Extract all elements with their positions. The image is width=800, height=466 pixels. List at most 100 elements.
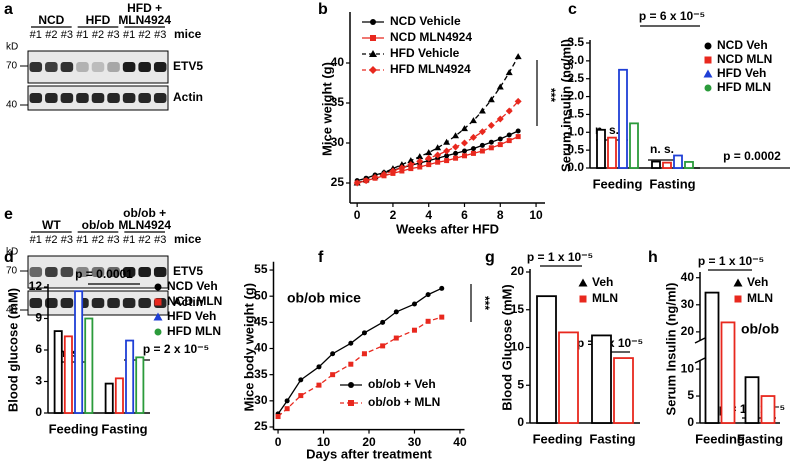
y-tick-label: 30 [254, 393, 268, 407]
y-axis-label: Mice body weight (g) [241, 283, 256, 412]
legend-marker [369, 66, 377, 74]
x-tick-label: 4 [425, 208, 432, 222]
data-point [443, 147, 451, 155]
bar [607, 136, 617, 169]
annotation: p = 2 x 10⁻⁵ [143, 342, 209, 356]
blot-band [107, 62, 120, 72]
blot-band [29, 298, 43, 308]
x-tick-label: 2 [390, 208, 397, 222]
x-tick-label: 10 [317, 435, 331, 449]
data-point [505, 69, 513, 76]
mw-marker: 70 [6, 61, 18, 72]
x-tick-label: Fasting [649, 176, 695, 191]
data-point [497, 142, 503, 148]
y-tick-label: 3.0 [567, 53, 584, 67]
legend-marker [579, 295, 587, 303]
data-point [443, 138, 451, 145]
legend-marker [154, 283, 162, 291]
y-tick-label: 45 [254, 315, 268, 329]
legend-label: NCD MLN [167, 294, 222, 308]
blot-band [60, 93, 74, 103]
bar [125, 339, 135, 414]
legend-marker [154, 298, 162, 306]
data-point [425, 154, 433, 162]
lane-label: #2 [92, 29, 104, 41]
blot-band [91, 298, 105, 308]
data-point [452, 143, 460, 151]
bar [629, 122, 639, 169]
y-tick-label: 25 [254, 419, 268, 433]
data-point [389, 167, 397, 175]
data-point [284, 398, 290, 404]
x-tick-label: Fasting [737, 431, 783, 446]
blot-band [122, 298, 136, 308]
data-point [515, 128, 521, 134]
annotation: p = 0.0001 [75, 267, 133, 281]
series-line [277, 287, 443, 415]
y-tick-label: 20 [681, 324, 695, 338]
y-tick-label: 25 [331, 175, 345, 189]
annotation: ob/ob mice [287, 290, 361, 306]
data-point [330, 372, 336, 378]
data-point [505, 107, 513, 115]
data-point [316, 382, 322, 388]
data-point [453, 150, 459, 156]
annotation: *** [544, 88, 558, 102]
data-point [398, 164, 406, 172]
bar [114, 377, 124, 414]
data-point [478, 107, 486, 114]
data-point [470, 146, 476, 152]
panel-label: e [4, 206, 13, 223]
annotation: p = 1 x 10⁻⁵ [698, 254, 764, 268]
y-tick-label: 2.0 [567, 89, 584, 103]
blot-band [153, 93, 167, 103]
bar [618, 68, 628, 169]
data-point [470, 150, 476, 156]
legend-label: HFD MLN4924 [390, 62, 471, 76]
data-point [488, 145, 494, 151]
panel-label: b [318, 1, 328, 18]
y-tick-label: 1.5 [567, 107, 584, 121]
x-tick-label: Feeding [533, 431, 583, 446]
annotation: p = 1 x 10⁻⁵ [527, 250, 593, 264]
data-point [514, 53, 522, 60]
lane-label: #1 [76, 234, 88, 246]
y-axis-label: Blood Glucose (mM) [499, 284, 514, 410]
kd-label: kD [6, 247, 18, 258]
y-tick-label: 40 [681, 270, 695, 284]
blot-band [45, 62, 58, 72]
blot-band [122, 62, 136, 72]
x-tick-label: Fasting [101, 421, 147, 436]
data-point [407, 161, 415, 169]
data-point [487, 96, 495, 103]
y-axis-label: Serum insulin (ng/ml) [558, 39, 573, 172]
data-point [460, 139, 468, 147]
annotation: ob/ob [741, 321, 779, 337]
data-point [425, 149, 433, 156]
annotation: p = 0.0002 [723, 149, 781, 163]
panel-label: d [4, 249, 14, 266]
panel-label: c [568, 1, 577, 18]
data-point [398, 161, 406, 168]
y-tick-label: 6 [35, 342, 42, 356]
blot-band [107, 298, 120, 308]
data-point [298, 393, 304, 399]
y-tick-label: 5 [687, 388, 694, 402]
y-axis-label: Mice weight (g) [319, 62, 334, 156]
legend-label: ob/ob + MLN [368, 395, 440, 409]
lane-label: #3 [154, 29, 166, 41]
y-tick-label: 40 [254, 341, 268, 355]
data-point [362, 177, 370, 185]
data-point [496, 115, 504, 123]
blot-band [76, 93, 89, 103]
data-point [330, 351, 336, 357]
blot-band [60, 298, 74, 308]
group-label: HFD + MLN4924 [118, 1, 171, 27]
bar [684, 161, 694, 169]
group-label: ob/ob [81, 218, 115, 232]
panel-label: a [4, 1, 13, 18]
data-point [426, 162, 432, 168]
data-point [461, 153, 467, 159]
legend-label: HFD Veh [717, 66, 766, 80]
mw-marker: 40 [6, 100, 18, 111]
